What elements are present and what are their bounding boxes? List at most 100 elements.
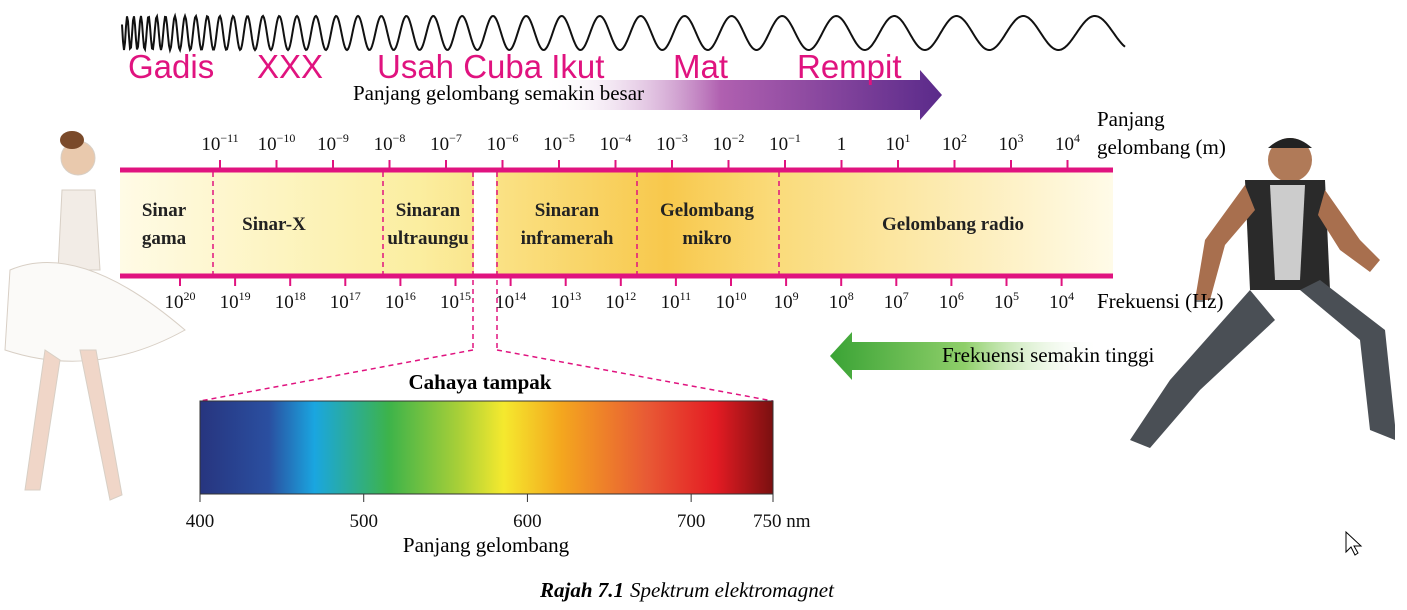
wavelength-tick-label-base: 1 [837,134,847,155]
wavelength-tick-label: 10−1 [769,131,801,155]
wavelength-tick-label-base: 10 [374,134,393,155]
frequency-tick-label-exp: 18 [294,289,306,303]
frequency-tick-label-base: 10 [330,292,349,313]
wavelength-tick-label: 1 [837,134,847,155]
frequency-tick-label-exp: 5 [1013,289,1019,303]
wavelength-tick-label-exp: −3 [675,131,688,145]
frequency-tick-label-base: 10 [605,292,624,313]
wavelength-tick-label: 10−10 [258,131,296,155]
arrow-label: Frekuensi semakin tinggi [942,343,1154,367]
wavelength-tick-label-exp: 1 [905,131,911,145]
frequency-tick-label-base: 10 [1049,292,1068,313]
frequency-tick-label-base: 10 [661,292,680,313]
caption-text: Spektrum elektromagnet [630,578,835,602]
frequency-tick-label: 1020 [165,289,196,313]
wavelength-tick-label-base: 10 [487,134,506,155]
cursor [1345,530,1363,556]
frequency-tick-label-exp: 14 [514,289,526,303]
band-label: Sinar-X [242,214,306,235]
visible-spectrum [199,400,774,495]
arrow-label: Panjang gelombang semakin besar [353,81,644,105]
wavelength-tick-label-base: 10 [713,134,732,155]
wavelength-tick-label-base: 10 [600,134,619,155]
frequency-tick-label: 108 [829,289,854,313]
wavelength-tick-label-exp: 4 [1074,131,1080,145]
frequency-tick-label: 1011 [661,289,692,313]
wavelength-tick-label: 10−4 [600,131,632,155]
visible-tick-label: 400 [186,511,215,532]
frequency-tick-label: 1017 [330,289,361,313]
frequency-tick-label-exp: 11 [680,289,692,303]
frequency-tick-label-exp: 13 [569,289,581,303]
band-label: ultraungu [387,228,469,249]
wavelength-tick-label-exp: −7 [449,131,462,145]
band-strip [120,172,1113,275]
visible-xlabel: Panjang gelombang [403,533,570,557]
frequency-tick-label: 1016 [385,289,416,313]
wavelength-tick-label: 10−6 [487,131,519,155]
wavelength-tick-label: 10−11 [201,131,238,155]
overlay-word: Usah Cuba Ikut [377,48,604,85]
axis-title: gelombang (m) [1097,135,1226,159]
axis-title: Frekuensi (Hz) [1097,289,1224,313]
wavelength-tick-label-exp: 3 [1018,131,1024,145]
frequency-tick-label-base: 10 [939,292,958,313]
wavelength-tick-label: 10−3 [656,131,688,155]
frequency-tick-label-base: 10 [440,292,459,313]
wavelength-arrow [540,70,942,120]
wavelength-tick-label: 103 [999,131,1024,155]
wavelength-tick-label-exp: 2 [961,131,967,145]
frequency-tick-label-exp: 6 [958,289,964,303]
wavelength-tick-label-exp: −5 [562,131,575,145]
wavelength-tick-label-base: 10 [656,134,675,155]
wavelength-tick-label: 102 [942,131,967,155]
wavelength-tick-label: 10−7 [430,131,462,155]
wavelength-tick-label-base: 10 [1055,134,1074,155]
wavelength-tick-label-base: 10 [543,134,562,155]
axis-title: Panjang [1097,107,1165,131]
frequency-tick-label: 1014 [495,289,526,313]
wavelength-tick-label-exp: −1 [788,131,801,145]
frequency-tick-label-exp: 10 [735,289,747,303]
overlay-word: XXX [257,48,323,85]
frequency-tick-label-base: 10 [994,292,1013,313]
wavelength-tick-label-exp: −8 [393,131,406,145]
frequency-tick-label: 1015 [440,289,471,313]
frequency-tick-label-exp: 12 [624,289,636,303]
biker [1130,138,1395,448]
frequency-tick-label-exp: 17 [349,289,361,303]
frequency-tick-label-exp: 9 [793,289,799,303]
frequency-tick-label-base: 10 [275,292,294,313]
caption-number: Rajah 7.1 [539,578,624,602]
visible-tick-label: 500 [349,511,378,532]
wavelength-tick-label-exp: −9 [336,131,349,145]
frequency-tick-label-base: 10 [385,292,404,313]
frequency-tick-label-exp: 16 [404,289,416,303]
frequency-tick-label-exp: 15 [459,289,471,303]
band-label: Sinaran [535,200,600,221]
frequency-tick-label-exp: 20 [184,289,196,303]
frequency-tick-label: 1012 [605,289,636,313]
wavelength-tick-label-base: 10 [430,134,449,155]
overlay-word: Rempit [797,48,902,85]
frequency-tick-label: 107 [884,289,909,313]
overlay-word: Gadis [128,48,214,85]
wave [121,12,1126,54]
frequency-tick-label-base: 10 [829,292,848,313]
wavelength-tick-label: 104 [1055,131,1080,155]
frequency-tick-label-exp: 19 [239,289,251,303]
frequency-tick-label: 1010 [716,289,747,313]
wavelength-tick-label-base: 10 [886,134,905,155]
wavelength-tick-label-base: 10 [317,134,336,155]
frequency-tick-label: 109 [774,289,799,313]
frequency-tick-label-base: 10 [495,292,514,313]
frequency-arrow [830,332,1100,380]
wavelength-tick-label-base: 10 [942,134,961,155]
frequency-tick-label-base: 10 [774,292,793,313]
wavelength-tick-label-base: 10 [258,134,277,155]
frequency-tick-label-base: 10 [716,292,735,313]
band-label: mikro [682,228,731,249]
visible-tick-label: 750 nm [753,511,811,532]
band-dividers [199,172,780,402]
frequency-tick-label-exp: 7 [903,289,909,303]
